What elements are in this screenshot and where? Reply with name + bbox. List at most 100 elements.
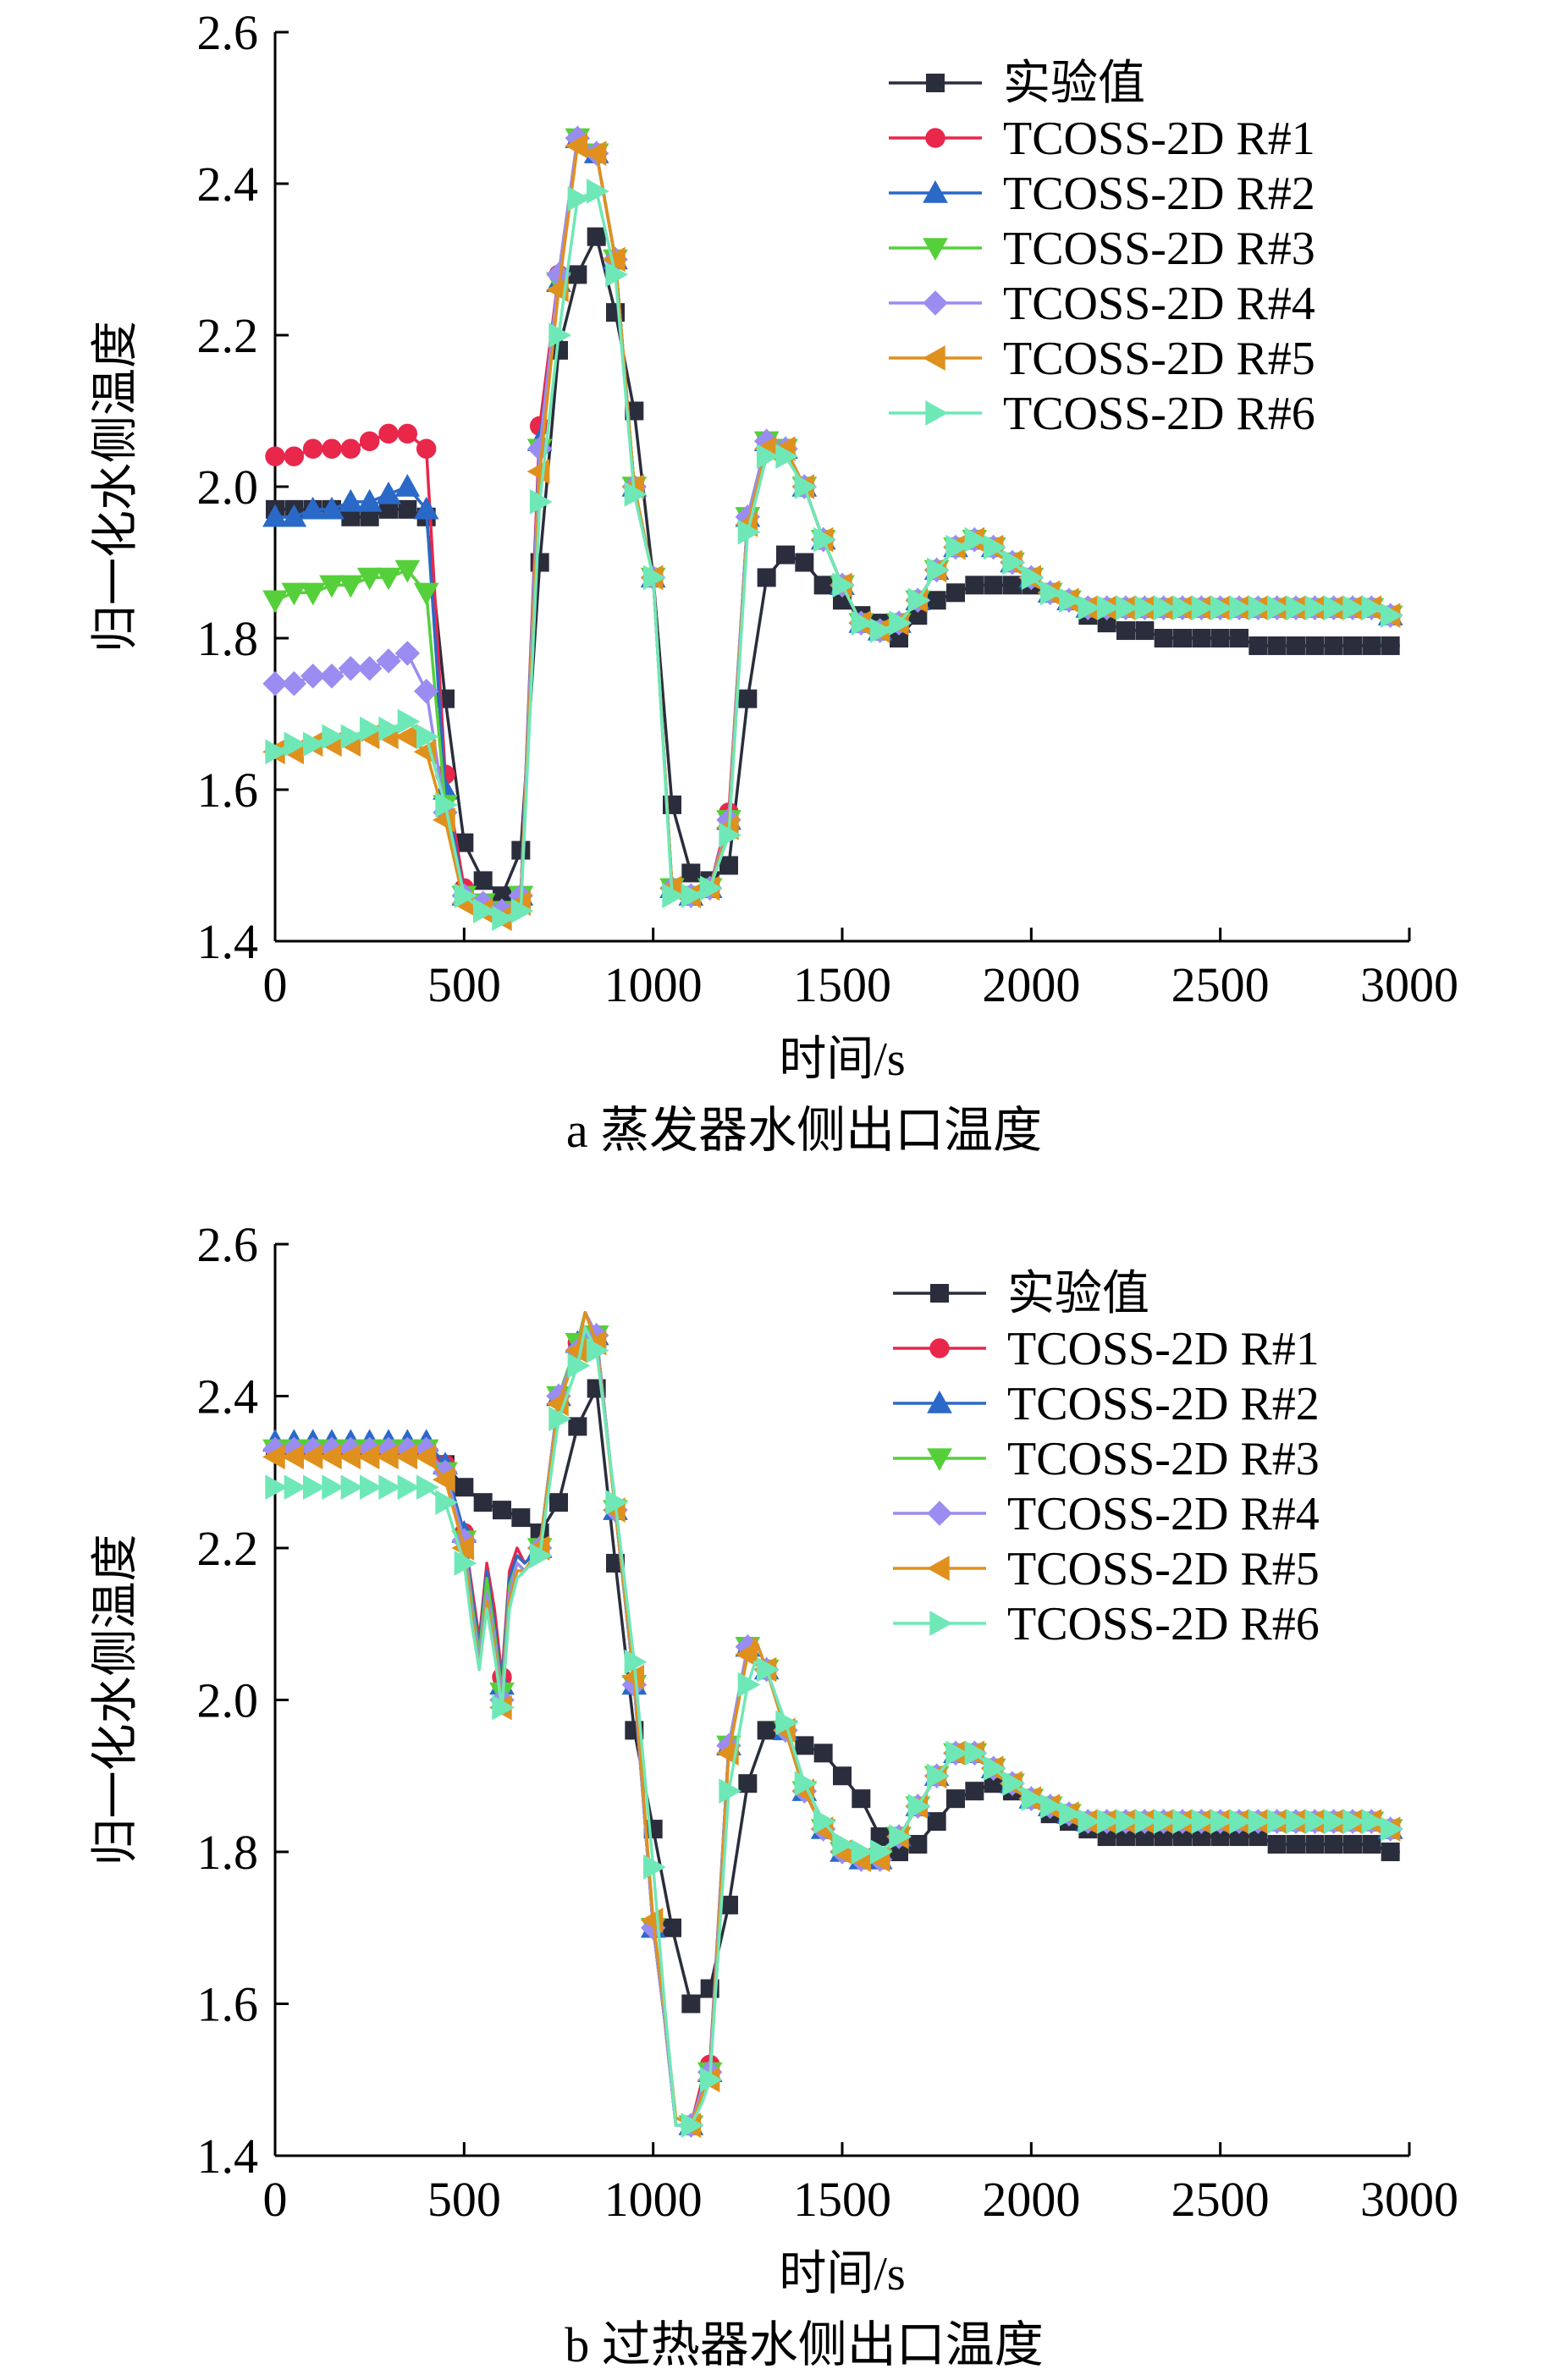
panel-a-legend-marker (922, 345, 945, 371)
panel-b-series-0-point (1362, 1835, 1381, 1854)
panel-b-series-6-point (1342, 1809, 1366, 1834)
panel-a-series-0-point (625, 401, 644, 421)
panel-a-series-4-point (356, 656, 383, 681)
panel-a-series-0-point (398, 499, 417, 519)
panel-a-series-6-point (1153, 595, 1177, 621)
panel-b-legend-label: TCOSS-2D R#5 (1007, 1543, 1320, 1595)
panel-a-series-6-point (681, 883, 704, 909)
panel-a-series-6-point (1361, 595, 1385, 621)
panel-b-series-6-point (926, 1763, 950, 1789)
panel-a-series-4-point (300, 664, 326, 689)
panel-a-series-6-point (756, 443, 780, 470)
panel-a-series-6-point (1229, 595, 1253, 621)
panel-b-series-5-point (621, 1664, 645, 1690)
panel-a-series-0-point (568, 265, 587, 284)
panel-a-series-2-point (394, 473, 421, 497)
panel-b-series-6-point (719, 1778, 742, 1804)
panel-a-series-0-point (965, 576, 984, 595)
panel-b-legend-label: TCOSS-2D R#1 (1007, 1323, 1320, 1375)
panel-b: 0 500 1000 1500 2000 2500 3000 1.4 1.6 1.8 2.0 2.2 2… (90, 1217, 1458, 2372)
panel-a-series-3-point (281, 582, 307, 606)
panel-b-series-5-point (432, 1467, 455, 1493)
panel-a-legend-label: TCOSS-2D R#4 (1003, 278, 1315, 330)
panel-a-series-4-point (338, 656, 364, 681)
panel-a-series-0-point (1324, 636, 1343, 655)
panel-b-series-6-point (359, 1474, 383, 1501)
panel-a-series-1-point (322, 438, 342, 459)
panel-b-series-6-point (492, 1694, 515, 1721)
panel-b-x-tick-label: 2500 (1171, 2172, 1270, 2227)
panel-a-series-6-point (1266, 595, 1290, 621)
panel-b-series-0-point (946, 1789, 965, 1809)
panel-b-series-6-point (775, 1710, 799, 1736)
panel-b-series-0-point (568, 1417, 587, 1436)
panel-a-series-0-point (795, 553, 814, 572)
panel-a-y-tick-label: 1.4 (197, 914, 259, 969)
panel-b-y-tick-label: 2.6 (197, 1217, 259, 1272)
panel-b-series-6-point (1248, 1809, 1271, 1834)
panel-b-series-6-point (964, 1740, 988, 1766)
panel-a-series-6-point (1172, 595, 1196, 621)
panel-a-series-6-point (719, 822, 742, 848)
panel-a-series-0-point (1210, 629, 1230, 647)
panel-b-series-6-point (1380, 1816, 1403, 1842)
panel-a-series-6-point (889, 610, 912, 636)
panel-b-series-5-point (413, 1444, 437, 1470)
panel-a-series-4-point (394, 641, 421, 666)
panel-a-series-6-point (1342, 595, 1366, 621)
panel-a-series-3-point (262, 590, 288, 614)
panel-a-y-tick-label: 2.2 (197, 308, 259, 363)
panel-a-series-6-point (359, 716, 383, 742)
panel-b-series-6-point (548, 1406, 572, 1432)
panel-b-legend-marker (927, 1390, 952, 1413)
panel-b-series-6 (265, 1325, 1403, 2138)
panel-b-series-6-point (1210, 1809, 1233, 1834)
panel-a-series-3-point (338, 575, 364, 598)
panel-b-series-6-point (642, 1854, 666, 1880)
panel-a-series-1-point (378, 423, 399, 444)
panel-a-series-2-point (319, 496, 345, 520)
panel-a-legend-marker (923, 179, 948, 203)
panel-a-series-0-point (1287, 636, 1305, 655)
panel-a-series-6-point (416, 724, 439, 750)
panel-a-caption: a 蒸发器水侧出口温度 (566, 1103, 1042, 1158)
panel-b-series-6-point (567, 1353, 591, 1379)
panel-a-series-5-point (583, 140, 607, 167)
panel-a-series-6-point (492, 906, 515, 931)
panel-b-series-0-point (813, 1744, 833, 1763)
panel-b-x-tick-label: 1500 (793, 2172, 891, 2227)
panel-b-series-0-point (549, 1493, 568, 1512)
panel-b-series-6-point (397, 1474, 421, 1501)
panel-a-series-6-point (1002, 549, 1026, 576)
panel-a-series-6-point (926, 557, 950, 583)
panel-a-series-0-point (511, 840, 531, 860)
panel-a-series-6-point (302, 731, 326, 758)
panel-b-series-0-point (833, 1766, 852, 1786)
panel-a-legend-marker (925, 400, 949, 426)
panel-b-y-tick-label: 2.4 (197, 1369, 259, 1424)
panel-a-x-tick-label: 1500 (793, 957, 891, 1012)
panel-b-series-6-point (340, 1474, 364, 1501)
panel-b-series-6-point (813, 1809, 836, 1834)
panel-a-series-6-point (472, 898, 496, 924)
panel-a-legend-marker (925, 128, 945, 148)
panel-a-series-6-point (1323, 595, 1347, 621)
panel-b-x-tick-label: 1000 (604, 2172, 703, 2227)
panel-a-series-0-point (1135, 621, 1155, 641)
panel-b-series-6-point (1059, 1801, 1083, 1826)
panel-a-series-2-point (300, 496, 326, 520)
panel-a-series-6-point (1078, 595, 1101, 621)
panel-b-series-0-point (908, 1835, 928, 1854)
panel-b-series-6-point (265, 1474, 289, 1501)
panel-b-series-5-point (451, 1535, 475, 1561)
panel-a-series-6-point (1039, 580, 1063, 606)
panel-a-x-tick-label: 0 (263, 957, 288, 1012)
panel-b-series-6-point (945, 1740, 969, 1766)
panel-a-series-0-point (984, 576, 1003, 595)
panel-a-y-axis-title: 归一化水侧温度 (90, 321, 142, 653)
panel-a-series-3-point (413, 582, 439, 606)
panel-b-series-0-point (511, 1508, 531, 1528)
panel-a-series-2-point (338, 488, 364, 512)
panel-a-series-6 (265, 179, 1403, 931)
